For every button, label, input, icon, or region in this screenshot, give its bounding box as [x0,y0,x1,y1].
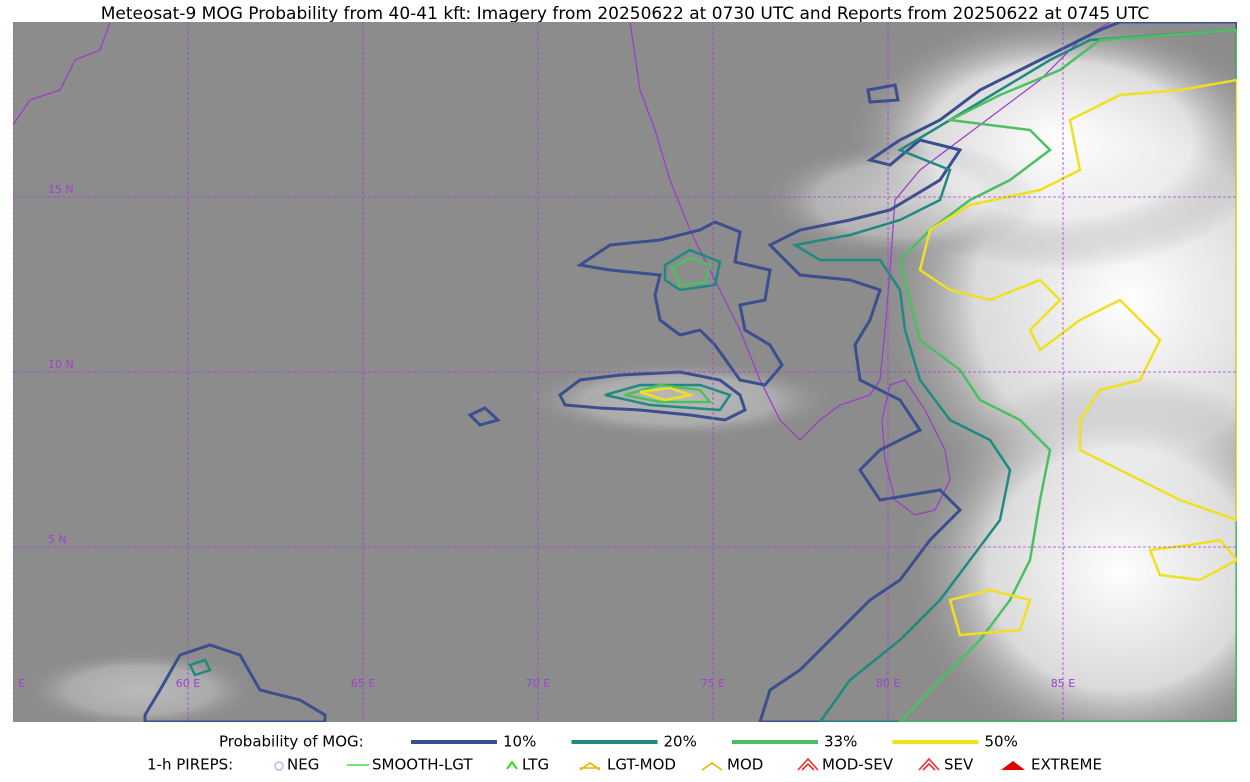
pirep-label: SMOOTH-LGT [372,756,473,774]
contour-50 [1148,538,1237,582]
pirep-icon [701,762,723,771]
pirep-icon [506,760,518,770]
contours [143,22,1237,722]
contour-50 [639,386,695,402]
lat-label: 5 N [48,533,67,546]
cloud [760,140,1040,260]
contour-33 [624,383,713,404]
contour-10 [558,370,747,422]
lon-label: 75 E [701,677,725,690]
level-label: 10% [503,733,536,751]
contour-10 [143,643,327,722]
contour-20 [663,248,722,292]
contour-33 [670,256,712,287]
contour-20 [604,383,732,412]
contour-50 [918,78,1237,522]
pirep-icon [274,761,284,771]
lon-label: 65 E [351,677,375,690]
contour-20 [188,658,212,677]
pirep-label: LTG [522,756,549,774]
map: 15 N 10 N 5 N 55 E 60 E 65 E 70 E 75 E 80 E 85 E [1,22,1237,722]
pirep-label: MOD [727,756,763,774]
pirep-label: EXTREME [1031,756,1102,774]
pireps-title: 1-h PIREPS: [147,756,233,774]
lon-label: 85 E [1051,677,1075,690]
lon-label: 70 E [526,677,550,690]
level-label: 33% [824,733,857,751]
lon-label: 55 E [1,677,25,690]
pirep-icon [1001,761,1025,770]
pirep-label: NEG [287,756,319,774]
lat-label: 10 N [48,358,74,371]
probability-title: Probability of MOG: [219,733,364,751]
lon-label: 80 E [876,677,900,690]
lon-label: 60 E [176,677,200,690]
legend: Probability of MOG: 1-h PIREPS: 10% 20% 33… [147,733,1102,774]
pirep-label: MOD-SEV [822,756,894,774]
graticule: 15 N 10 N 5 N 55 E 60 E 65 E 70 E 75 E 80 E 85 E [1,22,1237,722]
contour-33 [898,28,1237,722]
pirep-icon [797,757,819,771]
level-label: 50% [985,733,1018,751]
pirep-icon [579,762,601,771]
cloud [20,650,260,722]
lat-label: 15 N [48,183,74,196]
pirep-icon [918,757,940,771]
pirep-label: SEV [944,756,974,774]
level-label: 20% [664,733,697,751]
contour-10 [576,220,784,387]
coastline [629,22,1111,441]
contour-10 [467,406,501,427]
contour-50 [948,588,1032,637]
pirep-label: LGT-MOD [607,756,676,774]
contour-10 [866,83,900,104]
contour-10 [758,22,1237,722]
title: Meteosat-9 MOG Probability from 40-41 kf… [101,4,1150,24]
coastline [13,22,111,126]
